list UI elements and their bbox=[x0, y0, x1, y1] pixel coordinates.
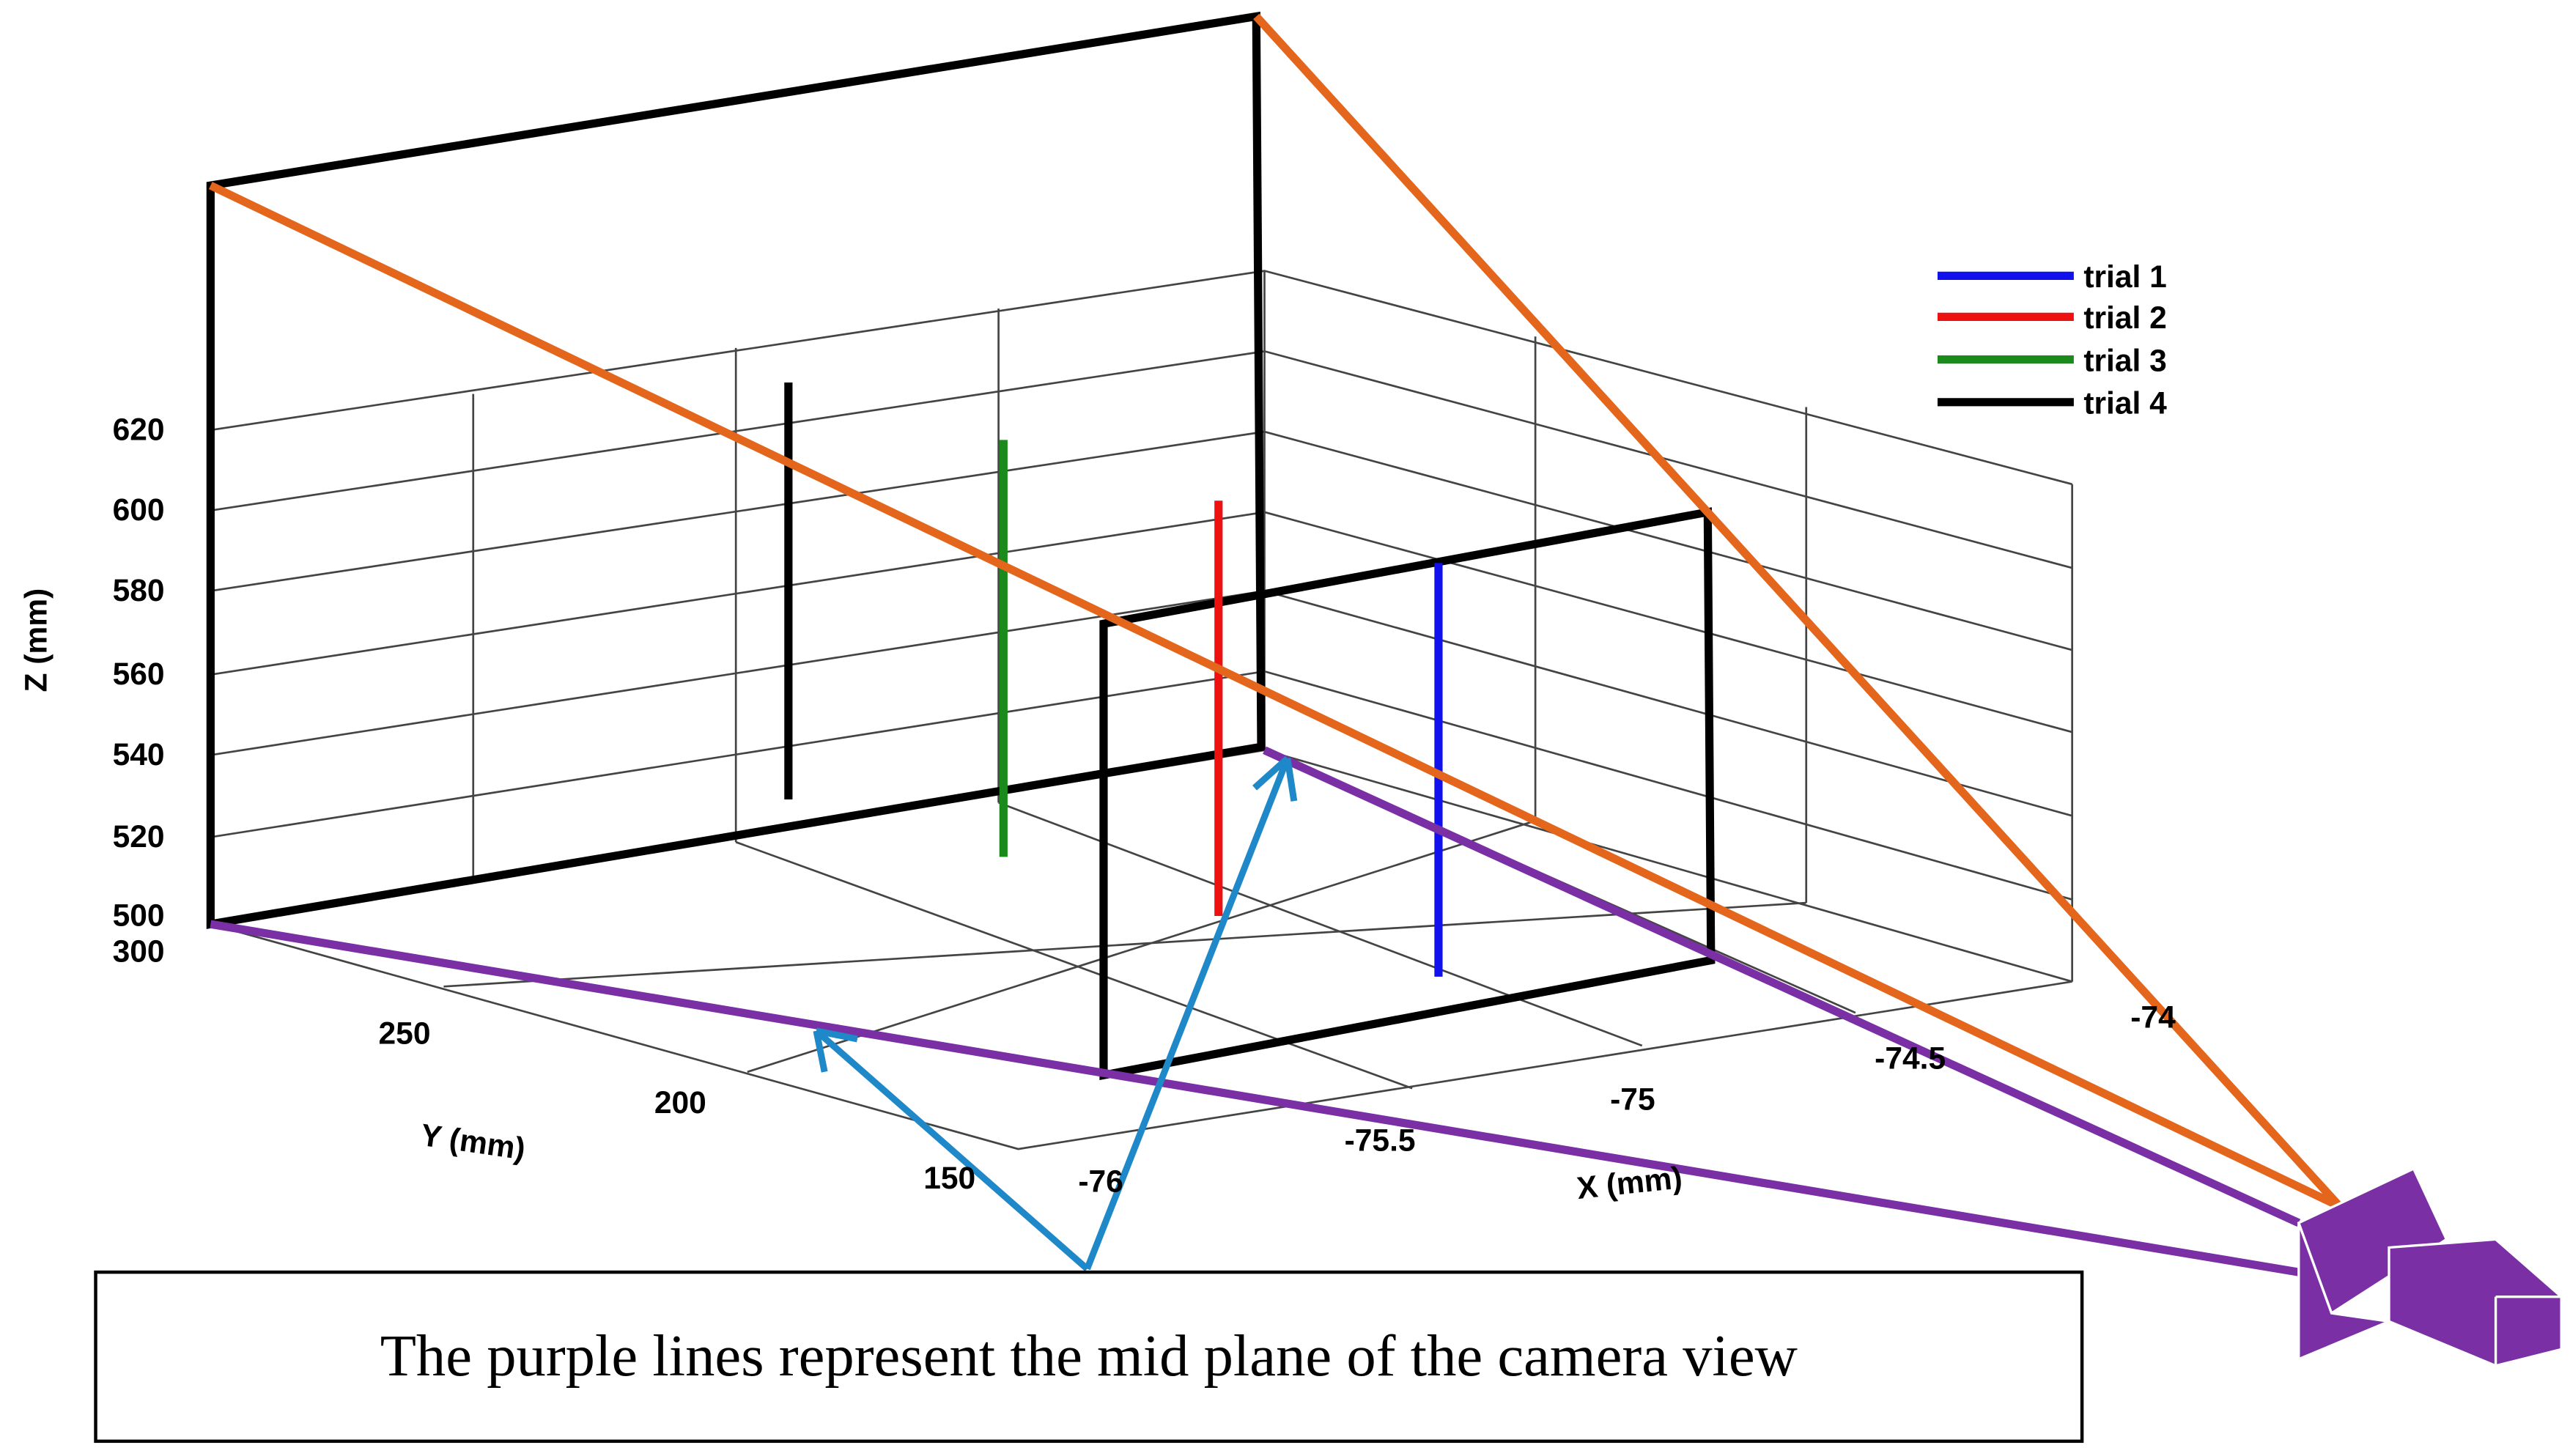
legend: trial 1 trial 2 trial 3 trial 4 bbox=[1937, 259, 2167, 421]
y-axis-label: Y (mm) bbox=[418, 1117, 528, 1167]
x-tick-label: -75.5 bbox=[1345, 1123, 1416, 1158]
z-tick-label: 600 bbox=[113, 492, 165, 528]
z-axis-label: Z (mm) bbox=[18, 588, 53, 692]
legend-label: trial 3 bbox=[2083, 343, 2167, 378]
z-tick-label: 620 bbox=[113, 412, 165, 447]
x-tick-label: -74 bbox=[2130, 999, 2176, 1035]
far-plane bbox=[206, 11, 1266, 929]
y-tick-label: 300 bbox=[113, 934, 165, 969]
near-plane bbox=[1099, 507, 1716, 1081]
mid-plane-lines bbox=[210, 746, 2301, 1276]
annotation-text: The purple lines represent the mid plane… bbox=[380, 1323, 1798, 1389]
y-tick-label: 150 bbox=[923, 1161, 975, 1196]
y-tick-label: 200 bbox=[654, 1085, 706, 1120]
z-tick-label: 580 bbox=[113, 573, 165, 608]
z-tick-label: 540 bbox=[113, 737, 165, 772]
x-axis-label: X (mm) bbox=[1575, 1160, 1683, 1206]
legend-label: trial 1 bbox=[2083, 259, 2167, 295]
y-tick-label: 250 bbox=[379, 1016, 431, 1052]
view-edges bbox=[208, 13, 2343, 1211]
z-tick-label: 520 bbox=[113, 819, 165, 854]
x-tick-label: -74.5 bbox=[1875, 1041, 1946, 1076]
camera bbox=[2297, 1167, 2563, 1367]
x-tick-label: -75 bbox=[1610, 1082, 1655, 1117]
z-tick-label: 500 bbox=[113, 898, 165, 933]
legend-label: trial 4 bbox=[2083, 386, 2167, 421]
legend-label: trial 2 bbox=[2083, 300, 2167, 336]
grid bbox=[210, 270, 2073, 1150]
z-tick-label: 560 bbox=[113, 657, 165, 692]
tick-labels: 620 600 580 560 540 520 500 300 250 200 … bbox=[113, 412, 2176, 1199]
arrows bbox=[813, 755, 1298, 1271]
x-tick-label: -76 bbox=[1078, 1164, 1123, 1199]
annotation-box bbox=[94, 1270, 2084, 1444]
frames bbox=[206, 11, 2343, 1276]
